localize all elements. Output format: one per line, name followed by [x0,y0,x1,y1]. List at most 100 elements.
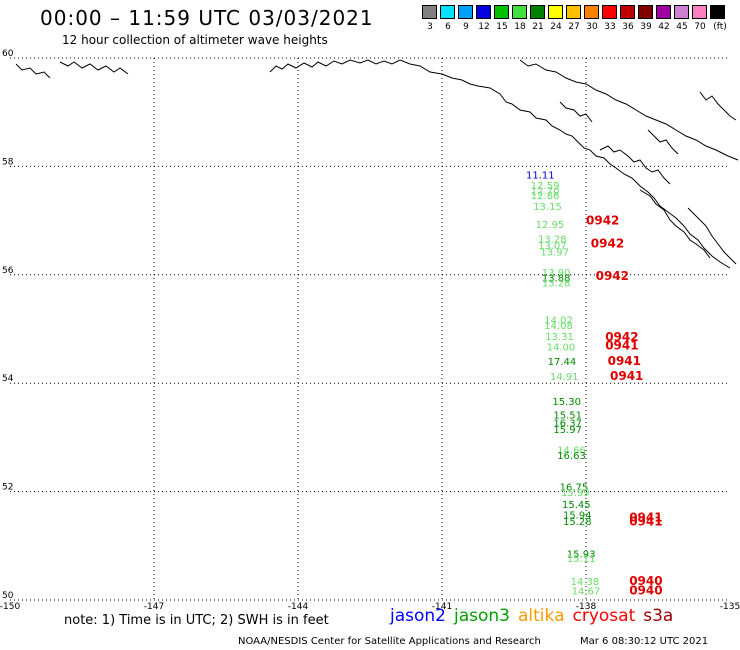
wave-height-value: 14.67 [572,587,601,598]
wave-height-value: 15.45 [562,500,591,511]
wave-height-value: 11.11 [526,170,555,181]
longitude-tick-label: -150 [0,602,20,612]
legend-swatch [530,5,545,19]
map-gridlines [10,57,730,601]
legend-swatch-label: 36 [622,22,634,32]
wave-height-value: 14.00 [547,343,576,354]
legend-swatch-label: 24 [550,22,562,32]
wave-height-value: 14.08 [544,321,573,332]
legend-swatch-label: 33 [604,22,616,32]
longitude-tick-label: -147 [144,602,164,612]
legend-swatch-label: 3 [427,22,433,32]
wave-height-value: 13.28 [542,279,571,290]
wave-height-value: 15.93 [567,550,596,561]
wave-height-value: 13.15 [533,202,562,213]
satellite-legend-item: altika [518,606,565,626]
wave-height-value: 13.28 [538,234,567,245]
pass-time-label: 0940 [629,574,662,588]
pass-time-label: 0942 [596,269,629,283]
latitude-tick-label: 50 [2,591,14,601]
credit-line: NOAA/NESDIS Center for Satellite Applica… [238,636,541,647]
wave-height-value: 17.44 [548,357,577,368]
satellite-legend: jason2 jason3 altika cryosat s3a [390,606,681,626]
wave-height-value: 16.37 [553,419,582,430]
wave-height-value: 12.59 [531,181,560,192]
wave-height-value: 13.07 [538,241,567,252]
wave-height-value: 13.90 [542,268,571,279]
longitude-tick-label: -138 [576,602,597,612]
legend-swatch [656,5,671,19]
wave-height-value: 16.75 [560,483,589,494]
pass-time-label: 0941 [605,339,638,353]
wave-height-value: 15.28 [563,517,592,528]
wave-height-value: 15.51 [553,410,582,421]
legend-swatch-label: 15 [496,22,508,32]
legend-swatch-label: 27 [568,22,580,32]
wave-height-value: 15.94 [563,511,592,522]
pass-time-label: 0940 [629,584,662,598]
satellite-legend-item: s3a [643,606,674,626]
legend-swatch [692,5,707,19]
wave-height-value: 14.38 [571,577,600,588]
legend-swatch-label: 6 [445,22,451,32]
footer-note: note: 1) Time is in UTC; 2) SWH is in fe… [64,613,329,628]
pass-time-label: 0942 [586,213,619,227]
wave-height-value: 13.88 [542,273,571,284]
satellite-legend-item: jason2 [390,606,446,626]
axis-tick-labels: -150 -147 -144 -141 -138 -135 60 58 56 54 52 50 [0,49,740,612]
legend-swatch-label: 12 [478,22,490,32]
legend-swatch-label: 70 [694,22,706,32]
wave-height-value: 12.70 [531,187,560,198]
wave-height-value: 12.86 [531,191,560,202]
wave-height-value: 15.11 [567,554,596,565]
wave-height-value: 16.63 [557,451,586,462]
latitude-tick-label: 60 [2,49,14,59]
legend-swatch [512,5,527,19]
legend-unit-label: (ft) [713,22,727,32]
legend-swatch [602,5,617,19]
wave-height-value: 14.91 [550,372,579,383]
pass-time-label: 0941 [629,510,662,524]
legend-swatch-label: 21 [532,22,544,32]
wave-height-value: 14.02 [544,316,573,327]
latitude-tick-label: 54 [2,374,14,384]
legend-swatch-label: 42 [658,22,670,32]
legend-swatch-label: 9 [463,22,469,32]
legend-swatch [710,5,725,19]
pass-time-label: 0941 [608,354,641,368]
longitude-tick-label: -144 [288,602,309,612]
latitude-tick-label: 56 [2,266,14,276]
legend-swatch [440,5,455,19]
legend-swatch [674,5,689,19]
legend-swatch [638,5,653,19]
pass-time-label: 0941 [610,369,643,383]
wave-height-value: 15.30 [552,397,581,408]
legend-swatch-label: 39 [640,22,652,32]
legend-swatch [422,5,437,19]
legend-swatch [584,5,599,19]
legend-swatch [458,5,473,19]
legend-swatch [620,5,635,19]
observation-layer: 11.1112.5912.7012.8613.1512.9513.2813.07… [526,170,600,597]
legend-swatch [548,5,563,19]
wave-height-value: 13.31 [545,332,574,343]
coastline [15,59,739,269]
pass-time-label: 0942 [591,237,624,251]
longitude-tick-label: -141 [432,602,452,612]
generated-timestamp: Mar 6 08:30:12 UTC 2021 [580,636,709,647]
wave-height-value: 14.66 [557,446,586,457]
legend-swatch-label: 18 [514,22,526,32]
satellite-legend-item: jason3 [454,606,510,626]
pass-time-label: 0941 [629,515,662,529]
latitude-tick-label: 52 [2,483,13,493]
wave-height-value: 12.95 [536,220,565,231]
latitude-tick-label: 58 [2,157,14,167]
wave-height-value: 13.97 [540,247,569,258]
legend-swatch-label: 45 [676,22,688,32]
legend-swatch [476,5,491,19]
longitude-tick-label: -135 [720,602,740,612]
legend-swatch [494,5,509,19]
page-subtitle: 12 hour collection of altimeter wave hei… [62,33,328,47]
legend-swatch [566,5,581,19]
